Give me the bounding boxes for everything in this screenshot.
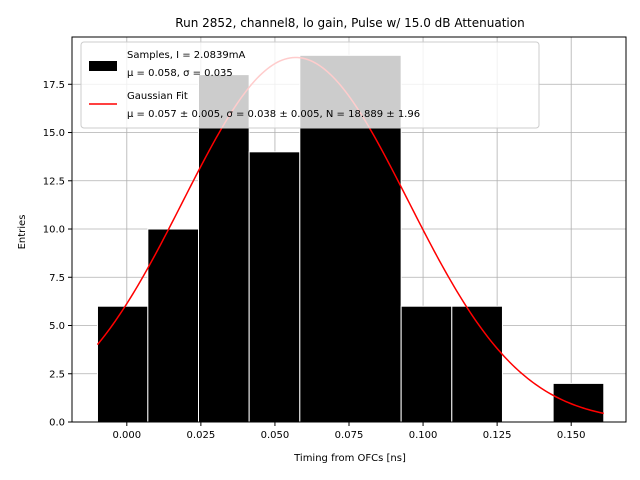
x-tick-label: 0.000: [112, 430, 141, 441]
y-axis-label: Entries: [17, 215, 28, 250]
histogram-bar: [400, 305, 453, 423]
legend-samples-swatch: [89, 61, 117, 71]
histogram-bar: [451, 305, 503, 423]
y-tick-label: 12.5: [43, 176, 65, 187]
x-tick-label: 0.100: [409, 430, 438, 441]
x-axis-label: Timing from OFCs [ns]: [293, 453, 406, 464]
y-tick-label: 15.0: [43, 128, 65, 139]
histogram-bar: [552, 382, 605, 423]
x-tick-label: 0.150: [557, 430, 586, 441]
x-tick-label: 0.050: [261, 430, 290, 441]
x-tick-label: 0.025: [187, 430, 216, 441]
legend-samples-line1: Samples, I = 2.0839mA: [127, 50, 245, 61]
x-ticks: 0.000 0.025 0.050 0.075 0.100 0.125 0.150: [112, 422, 586, 441]
histogram-bar: [96, 305, 149, 423]
x-tick-label: 0.125: [483, 430, 512, 441]
y-tick-label: 0.0: [49, 418, 65, 429]
y-tick-label: 7.5: [49, 273, 65, 284]
histogram-bar: [147, 228, 200, 423]
y-tick-label: 5.0: [49, 321, 65, 332]
histogram-bar: [248, 151, 301, 423]
chart-title: Run 2852, channel8, lo gain, Pulse w/ 15…: [175, 16, 524, 30]
y-ticks: 0.0 2.5 5.0 7.5 10.0 12.5 15.0 17.5: [43, 80, 72, 429]
x-tick-label: 0.075: [335, 430, 364, 441]
y-tick-label: 2.5: [49, 369, 65, 380]
legend-samples-line2: μ = 0.058, σ = 0.035: [127, 68, 233, 79]
legend-box: [80, 41, 540, 129]
legend-fit-line1: Gaussian Fit: [127, 91, 188, 102]
legend-fit-line2: μ = 0.057 ± 0.005, σ = 0.038 ± 0.005, N …: [127, 109, 420, 120]
y-tick-label: 17.5: [43, 80, 65, 91]
legend: Samples, I = 2.0839mA μ = 0.058, σ = 0.0…: [80, 41, 540, 129]
y-tick-label: 10.0: [43, 225, 65, 236]
